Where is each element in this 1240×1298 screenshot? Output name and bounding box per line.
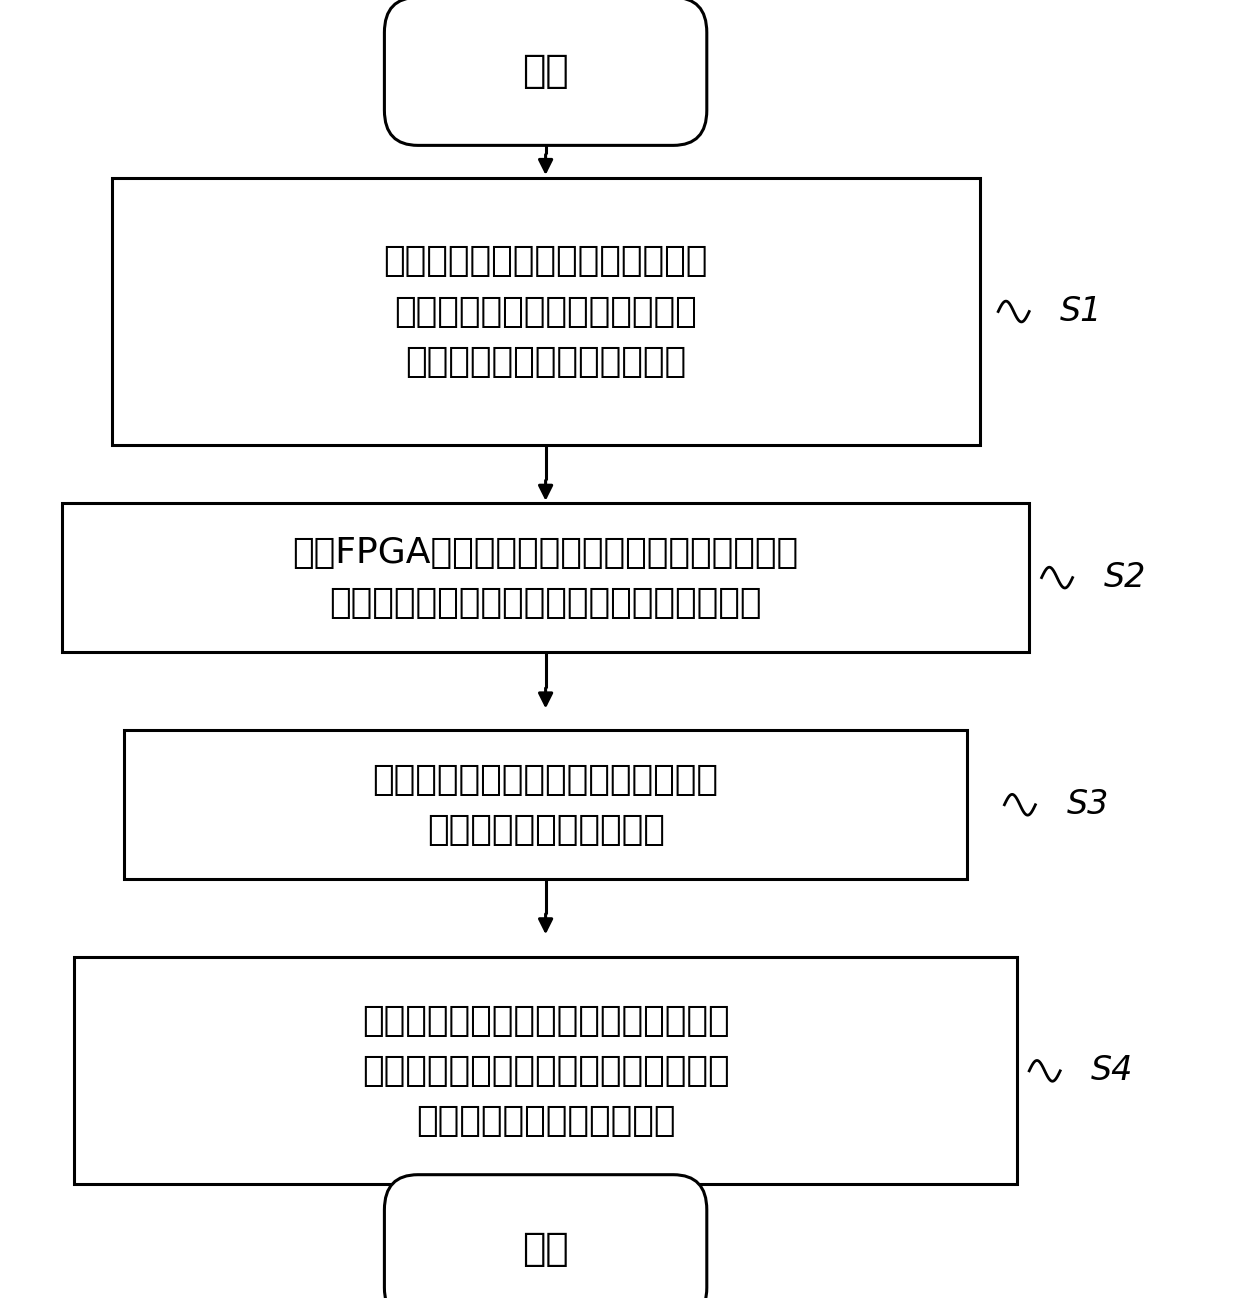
FancyBboxPatch shape: [74, 958, 1017, 1184]
FancyBboxPatch shape: [112, 179, 980, 444]
FancyBboxPatch shape: [384, 1175, 707, 1298]
FancyBboxPatch shape: [62, 502, 1029, 652]
Text: 开始: 开始: [522, 52, 569, 91]
Text: S1: S1: [1060, 295, 1102, 328]
FancyBboxPatch shape: [384, 0, 707, 145]
Text: 将多功能光照美容仪通过移动通信
模块和用户移动终端相连，用于
获取用户在线设置的控制参数: 将多功能光照美容仪通过移动通信 模块和用户移动终端相连，用于 获取用户在线设置的…: [383, 244, 708, 379]
Text: S3: S3: [1066, 788, 1109, 822]
Text: 结束: 结束: [522, 1229, 569, 1268]
Text: 根据用户设置的控制参数，控制微波
发生器发射的波长及能量: 根据用户设置的控制参数，控制微波 发生器发射的波长及能量: [372, 763, 719, 846]
Text: 利用FPGA模块采集数据采集传感器的输入信号，
实时获取人体温度、皮肤压力及皮肤湿度数据: 利用FPGA模块采集数据采集传感器的输入信号， 实时获取人体温度、皮肤压力及皮肤…: [293, 536, 799, 619]
Text: S4: S4: [1091, 1054, 1133, 1088]
Text: S2: S2: [1104, 561, 1146, 594]
Text: 将当前人体温度、皮肤压力、皮肤湿度
数据以及微波发生器的控制状态反馈给
用户移动终端进行显示查看: 将当前人体温度、皮肤压力、皮肤湿度 数据以及微波发生器的控制状态反馈给 用户移动…: [362, 1003, 729, 1138]
FancyBboxPatch shape: [124, 729, 967, 880]
